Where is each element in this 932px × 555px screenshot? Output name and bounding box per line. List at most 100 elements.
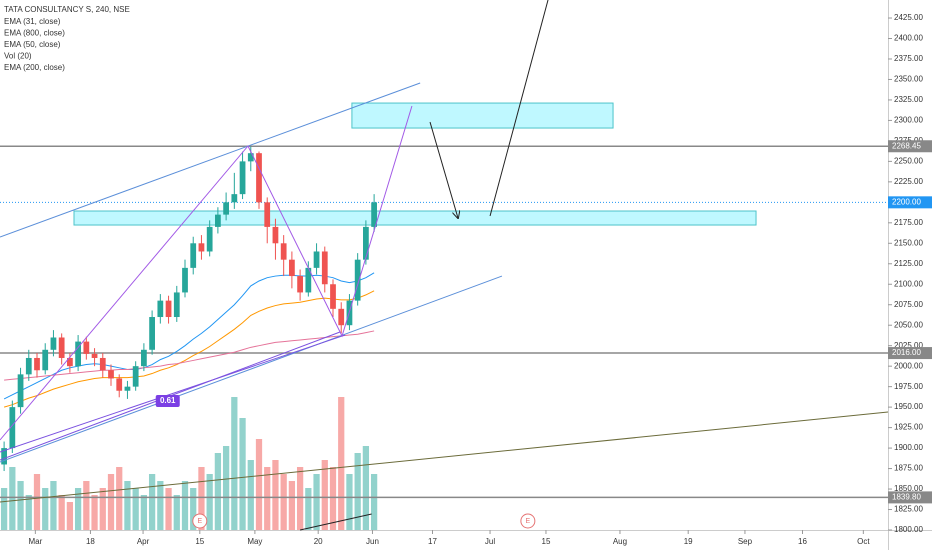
candle-body: [173, 292, 180, 318]
volume-bar: [25, 495, 32, 530]
volume-bar: [74, 488, 82, 530]
volume-bar: [214, 453, 222, 530]
volume-bar: [107, 474, 115, 530]
price-tag-label: 2016.00: [892, 348, 921, 357]
volume-bar: [148, 474, 156, 530]
volume-bar: [329, 467, 337, 530]
volume-bar: [132, 488, 139, 530]
candle-body: [198, 243, 205, 252]
candle-body: [42, 349, 49, 371]
candle-body: [338, 308, 345, 326]
volume-bar: [116, 467, 123, 530]
candle-body: [256, 153, 262, 203]
x-tick-label: 18: [86, 537, 95, 546]
zone: [73, 210, 757, 226]
candle-body: [124, 386, 131, 391]
indicator-label: EMA (800, close): [4, 29, 65, 38]
candle-body: [206, 226, 213, 252]
candle-body: [17, 374, 24, 408]
candle-body: [289, 259, 295, 277]
volume-bar: [280, 474, 287, 530]
volume-bar: [222, 446, 230, 530]
volume-bar: [206, 474, 213, 530]
y-tick-label: 2075.00: [894, 300, 923, 309]
trend-line: [0, 334, 346, 453]
y-tick-label: 1975.00: [894, 382, 923, 391]
ema-line: [4, 330, 375, 381]
indicator-label: Vol (20): [4, 52, 32, 61]
candle-body: [321, 251, 328, 285]
candle-body: [165, 300, 172, 318]
candle-body: [182, 267, 188, 293]
event-marker: [192, 513, 208, 529]
trend-line: [0, 411, 889, 503]
event-label: E: [526, 518, 531, 525]
trend-line: [300, 513, 372, 531]
volume-bar: [17, 481, 24, 530]
candle-body: [280, 243, 287, 260]
volume-bar: [239, 418, 246, 530]
x-tick-label: Jun: [366, 537, 379, 546]
price-tag: [888, 347, 932, 360]
candle-body: [83, 341, 90, 354]
indicator-label: EMA (200, close): [4, 63, 65, 72]
x-tick-label: May: [247, 537, 262, 546]
candle-body: [371, 202, 377, 227]
candle-body: [34, 357, 40, 371]
event-label: E: [197, 518, 202, 525]
candle-body: [67, 357, 73, 367]
candle-body: [330, 284, 336, 309]
candle-body: [1, 448, 7, 465]
volume-bar: [173, 495, 180, 530]
candle-body: [272, 226, 279, 244]
candle-body: [247, 153, 254, 162]
event-marker: [520, 513, 536, 529]
candle-body: [50, 337, 57, 350]
annotation-box: [155, 394, 180, 407]
y-tick-label: 2250.00: [894, 156, 923, 165]
y-tick-label: 2425.00: [894, 13, 923, 22]
volume-bar: [305, 488, 312, 530]
candle-body: [157, 300, 164, 318]
candle-body: [239, 161, 246, 195]
price-tag-label: 2200.00: [892, 197, 921, 206]
volume-bar: [50, 481, 57, 530]
candle-body: [354, 259, 361, 301]
indicator-label: EMA (31, close): [4, 17, 61, 26]
y-tick-label: 1875.00: [894, 464, 923, 473]
x-tick-label: 19: [684, 537, 693, 546]
x-tick-label: 15: [195, 537, 204, 546]
volume-bar: [338, 397, 345, 530]
trend-line: [429, 121, 458, 218]
y-tick-label: 1850.00: [894, 484, 923, 493]
volume-bar: [99, 488, 106, 530]
volume-bar: [33, 474, 41, 530]
trend-line: [489, 0, 549, 217]
volume-bar: [181, 481, 189, 530]
price-tag: [888, 491, 932, 504]
volume-bar: [264, 467, 271, 530]
candle-body: [215, 214, 221, 227]
y-tick-label: 1900.00: [894, 443, 923, 452]
candle-body: [231, 194, 238, 203]
trend-line: [0, 275, 503, 463]
x-tick-label: Jul: [485, 537, 495, 546]
candle-body: [116, 378, 123, 391]
candle-body: [141, 349, 147, 367]
volume-bar: [66, 502, 74, 530]
volume-bar: [231, 397, 238, 530]
volume-bar: [140, 495, 148, 530]
y-tick-label: 1800.00: [894, 525, 923, 534]
x-tick-label: Sep: [738, 537, 753, 546]
candle-body: [58, 337, 65, 358]
volume-bar: [124, 481, 131, 530]
candle-body: [297, 276, 303, 293]
price-tag-label: 1839.80: [892, 493, 921, 502]
candle-body: [25, 357, 32, 375]
x-tick-label: Oct: [857, 537, 870, 546]
volume-bar: [190, 488, 197, 530]
volume-bar: [0, 488, 8, 530]
y-tick-label: 1825.00: [894, 505, 923, 514]
